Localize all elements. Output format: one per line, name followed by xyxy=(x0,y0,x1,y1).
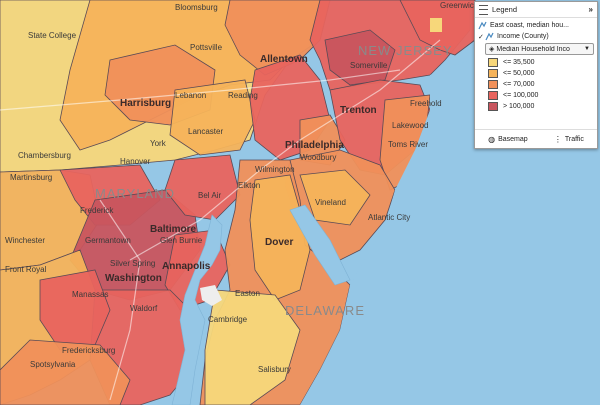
legend-bin-row: > 100,000 xyxy=(475,101,597,112)
region-md-eastern-shore xyxy=(204,289,301,405)
chevron-down-icon: ▼ xyxy=(584,46,590,52)
city-label: Greenwich xyxy=(440,1,478,10)
city-label: Annapolis xyxy=(162,261,211,272)
legend-header: Legend » xyxy=(475,2,597,18)
city-label: Cambridge xyxy=(208,315,248,324)
state-label-delaware: DELAWARE xyxy=(285,303,365,318)
city-label: Front Royal xyxy=(5,265,47,274)
city-label: Waldorf xyxy=(130,304,158,313)
traffic-icon: ⋮ xyxy=(553,134,562,144)
city-label: Harrisburg xyxy=(120,98,171,109)
city-label: Philadelphia xyxy=(285,140,344,151)
layer-label: East coast, median hou... xyxy=(490,22,569,29)
city-label: Wilmington xyxy=(255,165,295,174)
region-nj-vineland xyxy=(299,169,371,226)
legend-swatch xyxy=(488,91,498,100)
collapse-icon[interactable]: » xyxy=(588,5,593,14)
region-nyc-yellow xyxy=(430,18,442,32)
sublayer-row[interactable]: ✓ Income (County) xyxy=(475,31,597,42)
city-label: Manassas xyxy=(72,290,108,299)
legend-swatch xyxy=(488,58,498,67)
chesapeake-bay xyxy=(171,214,223,405)
region-nj-somerville xyxy=(324,29,396,86)
legend-bin-label: <= 70,000 xyxy=(503,81,535,88)
city-label: Lakewood xyxy=(392,121,428,130)
city-label: Germantown xyxy=(85,236,131,245)
city-label: Toms River xyxy=(388,140,428,149)
region-va-south xyxy=(0,339,131,405)
city-label: Easton xyxy=(235,289,260,298)
city-label: Pottsville xyxy=(190,43,223,52)
city-label: Trenton xyxy=(340,105,377,116)
theme-dropdown[interactable]: ◈ Median Household Inco ▼ xyxy=(485,43,594,55)
city-label: Vineland xyxy=(315,198,346,207)
list-icon xyxy=(479,4,488,15)
legend-bin-label: > 100,000 xyxy=(503,103,535,110)
dropdown-value: Median Household Inco xyxy=(496,45,570,53)
city-label: Washington xyxy=(105,273,162,284)
legend-panel: Legend » East coast, median hou... ✓ Inc… xyxy=(474,1,598,149)
road xyxy=(99,199,141,401)
traffic-button[interactable]: ⋮ Traffic xyxy=(554,135,584,144)
layer-row[interactable]: East coast, median hou... xyxy=(475,20,597,31)
atlantic-ocean-right xyxy=(470,150,600,405)
legend-bin-row: <= 70,000 xyxy=(475,79,597,90)
city-label: Spotsylvania xyxy=(30,360,76,369)
atlantic-ocean xyxy=(300,60,470,405)
state-label-maryland: MARYLAND xyxy=(95,186,175,201)
legend-bin-row: <= 100,000 xyxy=(475,90,597,101)
city-label: Silver Spring xyxy=(110,259,155,268)
map-layer-icon xyxy=(485,32,494,41)
city-label: Frederick xyxy=(80,206,114,215)
sublayer-label: Income (County) xyxy=(497,33,549,40)
city-label: Hanover xyxy=(120,157,151,166)
city-label: York xyxy=(150,139,167,148)
city-label: State College xyxy=(28,31,77,40)
legend-swatch xyxy=(488,69,498,78)
city-label: Dover xyxy=(265,237,293,248)
city-label: Woodbury xyxy=(300,153,336,162)
city-label: Salisbury xyxy=(258,365,291,374)
legend-swatch xyxy=(488,102,498,111)
city-label: Fredericksburg xyxy=(62,346,115,355)
city-label: Reading xyxy=(228,91,258,100)
legend-bin-row: <= 35,500 xyxy=(475,57,597,68)
basemap-button[interactable]: ◍ Basemap xyxy=(488,135,528,144)
city-label: Lebanon xyxy=(175,91,206,100)
traffic-label: Traffic xyxy=(564,135,584,143)
road xyxy=(129,39,441,261)
city-label: Elkton xyxy=(238,181,260,190)
city-label: Winchester xyxy=(5,236,45,245)
gray-area xyxy=(200,285,222,306)
city-label: Bloomsburg xyxy=(175,3,218,12)
city-label: Somerville xyxy=(350,61,388,70)
state-label-new-jersey: NEW JERSEY xyxy=(358,43,453,58)
region-pa-lancaster xyxy=(169,79,256,156)
city-label: Freehold xyxy=(410,99,442,108)
legend-swatch xyxy=(488,80,498,89)
check-icon: ✓ xyxy=(478,33,484,41)
city-label: Martinsburg xyxy=(10,173,52,182)
city-label: Allentown xyxy=(260,54,308,65)
legend-bin-label: <= 35,500 xyxy=(503,59,535,66)
city-label: Lancaster xyxy=(188,127,223,136)
legend-bin-row: <= 50,000 xyxy=(475,68,597,79)
legend-title: Legend xyxy=(492,5,518,14)
delaware-bay xyxy=(289,204,351,286)
legend-footer: ◍ Basemap ⋮ Traffic xyxy=(475,129,597,148)
city-label: Chambersburg xyxy=(18,151,71,160)
basemap-label: Basemap xyxy=(498,135,528,143)
city-label: Atlantic City xyxy=(368,213,410,222)
region-delaware xyxy=(249,174,311,301)
map-layer-icon xyxy=(478,21,487,30)
city-label: Baltimore xyxy=(150,224,197,235)
dropdown-layer-icon: ◈ xyxy=(489,46,495,53)
legend-bin-label: <= 50,000 xyxy=(503,70,535,77)
legend-bin-label: <= 100,000 xyxy=(503,92,539,99)
road xyxy=(0,69,401,111)
city-label: Glen Burnie xyxy=(160,236,203,245)
globe-icon: ◍ xyxy=(488,134,496,144)
city-label: Bel Air xyxy=(198,191,221,200)
